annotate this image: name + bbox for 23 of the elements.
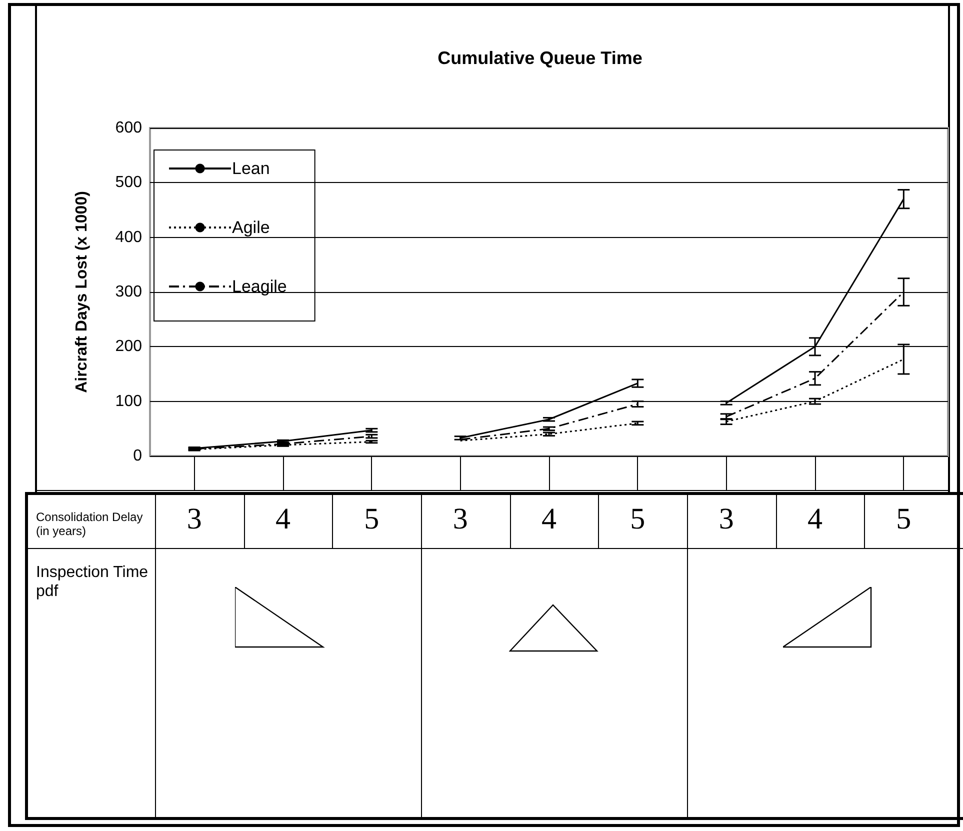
- chart-title: Cumulative Queue Time: [438, 48, 642, 68]
- y-tick-label: 400: [115, 228, 142, 246]
- legend-label: Leagile: [232, 277, 287, 296]
- legend-label: Agile: [232, 218, 270, 237]
- y-tick-label: 600: [115, 120, 142, 136]
- x-tick-label: 4: [808, 502, 822, 536]
- legend-label: Lean: [232, 159, 270, 178]
- x-tick-label: 5: [364, 502, 380, 536]
- x-tick-label: 4: [276, 502, 290, 536]
- text: Inspection Time pdf: [36, 563, 150, 602]
- x-tick-label: 4: [542, 502, 556, 536]
- y-axis-title: Aircraft Days Lost (x 1000): [74, 191, 90, 393]
- x-tick-label: 3: [186, 502, 202, 536]
- x-tick-label: 5: [630, 502, 646, 536]
- y-tick-label: 500: [115, 174, 142, 192]
- x-tick-label: 3: [452, 502, 468, 536]
- y-tick-label: 100: [115, 392, 142, 410]
- x-tick-label: 5: [896, 502, 912, 536]
- y-tick-label: 300: [115, 284, 142, 300]
- y-tick-label: 200: [115, 338, 142, 356]
- x-tick-label: 3: [718, 502, 734, 536]
- x-axis-title: Consolidation Delay (in years): [36, 510, 144, 539]
- y-tick-label: 0: [133, 448, 142, 464]
